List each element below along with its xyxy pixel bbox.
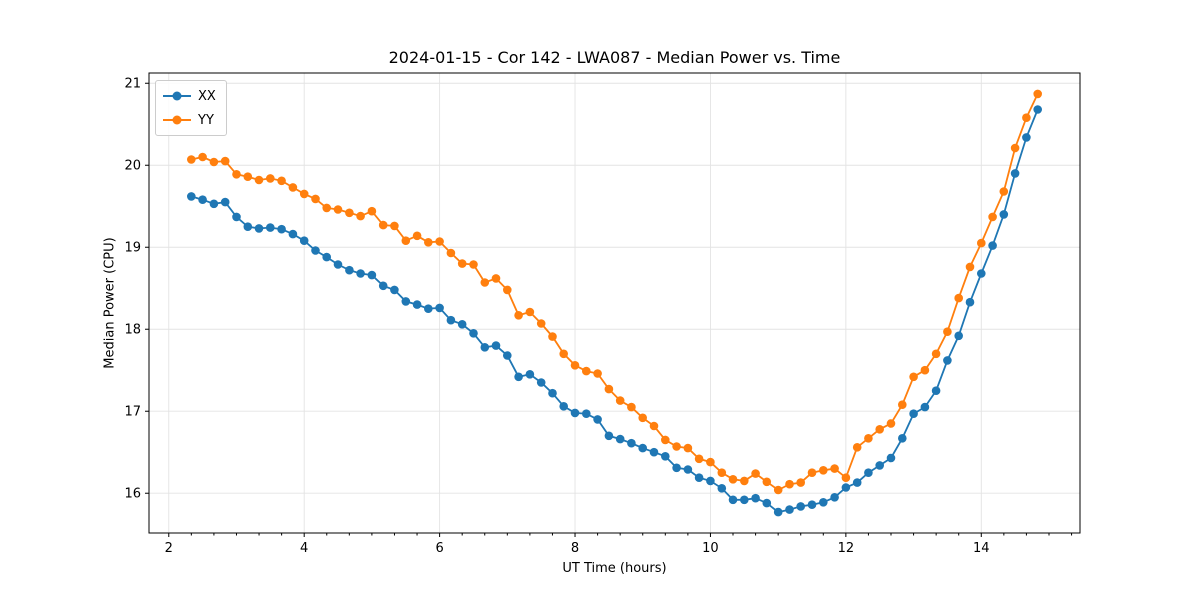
legend-item-xx: XX <box>163 87 216 105</box>
legend-label-xx: XX <box>198 88 216 104</box>
svg-text:4: 4 <box>300 541 308 556</box>
series-xx <box>187 105 1042 517</box>
chart-title: 2024-01-15 - Cor 142 - LWA087 - Median P… <box>388 48 841 67</box>
svg-text:10: 10 <box>702 541 719 556</box>
series-yy <box>187 89 1042 495</box>
svg-text:8: 8 <box>571 541 579 556</box>
tick-labels: 2 4 6 8 10 12 14 16 17 18 19 20 21 <box>124 77 989 556</box>
svg-text:20: 20 <box>124 159 141 174</box>
series-xx-marker-icon <box>163 91 191 101</box>
plot-border <box>148 72 1081 534</box>
svg-text:19: 19 <box>124 241 141 256</box>
y-axis-label: Median Power (CPU) <box>102 237 118 369</box>
svg-text:17: 17 <box>124 405 141 420</box>
svg-text:6: 6 <box>435 541 443 556</box>
series-yy-marker-icon <box>163 115 191 125</box>
legend-item-yy: YY <box>163 111 216 129</box>
svg-text:14: 14 <box>973 541 990 556</box>
svg-text:16: 16 <box>124 487 141 502</box>
legend-label-yy: YY <box>198 112 214 128</box>
gridlines <box>149 73 1080 533</box>
legend: XX YY <box>155 80 227 136</box>
svg-text:21: 21 <box>124 77 141 92</box>
svg-text:2: 2 <box>165 541 173 556</box>
x-axis-label: UT Time (hours) <box>562 561 667 576</box>
svg-text:12: 12 <box>838 541 855 556</box>
svg-text:18: 18 <box>124 323 141 338</box>
axis-ticks <box>145 82 1073 537</box>
